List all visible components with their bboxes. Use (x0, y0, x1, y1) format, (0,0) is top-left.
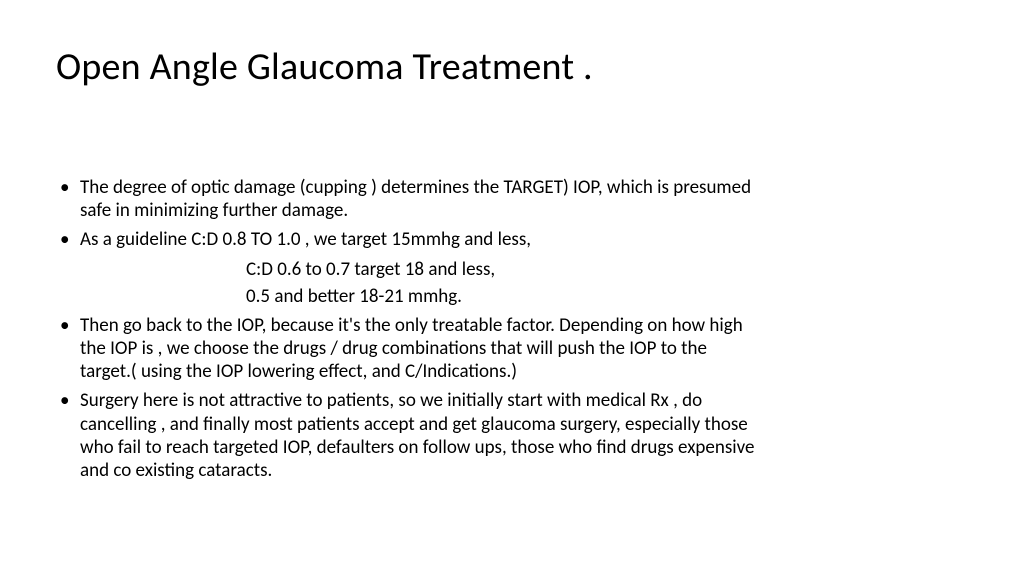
list-item: Surgery here is not attractive to patien… (56, 389, 968, 482)
bullet-text: As a guideline C:D 0.8 TO 1.0 , we targe… (80, 228, 531, 251)
slide: Open Angle Glaucoma Treatment . The degr… (0, 0, 1024, 576)
bullet-text: Then go back to the IOP, because it's th… (80, 314, 743, 337)
slide-title: Open Angle Glaucoma Treatment . (56, 44, 968, 90)
bullet-text: who fail to reach targeted IOP, defaulte… (80, 436, 754, 459)
bullet-list: The degree of optic damage (cupping ) de… (56, 176, 968, 252)
bullet-text: Surgery here is not attractive to patien… (80, 389, 702, 412)
bullet-text: safe in minimizing further damage. (80, 199, 348, 222)
slide-body: The degree of optic damage (cupping ) de… (56, 176, 968, 482)
sub-line: C:D 0.6 to 0.7 target 18 and less, (56, 258, 968, 281)
list-item: As a guideline C:D 0.8 TO 1.0 , we targe… (56, 228, 968, 251)
bullet-text: The degree of optic damage (cupping ) de… (80, 176, 751, 199)
list-item: Then go back to the IOP, because it's th… (56, 314, 968, 384)
bullet-text: the IOP is , we choose the drugs / drug … (80, 337, 707, 360)
sub-line: 0.5 and better 18-21 mmhg. (56, 285, 968, 308)
bullet-text: target.( using the IOP lowering effect, … (80, 360, 517, 383)
bullet-list: Then go back to the IOP, because it's th… (56, 314, 968, 482)
list-item: The degree of optic damage (cupping ) de… (56, 176, 968, 222)
bullet-text: and co existing cataracts. (80, 459, 272, 482)
bullet-text: cancelling , and finally most patients a… (80, 413, 748, 436)
